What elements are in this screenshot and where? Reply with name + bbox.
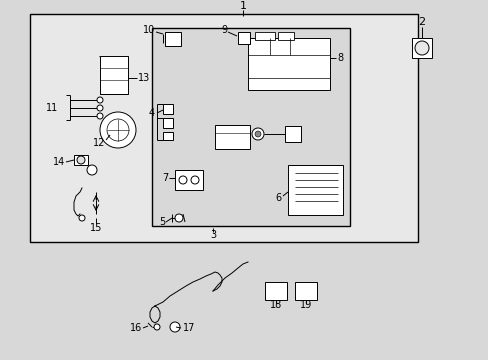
Bar: [238, 32, 249, 44]
Circle shape: [191, 176, 199, 184]
Circle shape: [87, 165, 97, 175]
Text: 9: 9: [221, 25, 226, 35]
Circle shape: [97, 113, 103, 119]
Bar: [100, 56, 128, 94]
Text: 12: 12: [92, 138, 105, 148]
Bar: [152, 28, 349, 226]
Text: 10: 10: [142, 25, 155, 35]
Text: 1: 1: [239, 1, 246, 11]
Text: 3: 3: [209, 230, 216, 240]
Bar: [175, 170, 203, 190]
Bar: [74, 155, 88, 165]
Bar: [30, 14, 417, 242]
Bar: [278, 32, 293, 40]
Text: 4: 4: [148, 108, 155, 118]
Circle shape: [414, 41, 428, 55]
Bar: [164, 32, 181, 46]
Bar: [294, 282, 316, 300]
Circle shape: [175, 214, 183, 222]
Bar: [264, 282, 286, 300]
Text: 14: 14: [53, 157, 65, 167]
Circle shape: [97, 105, 103, 111]
Bar: [411, 38, 431, 58]
Circle shape: [107, 119, 129, 141]
Text: 16: 16: [129, 323, 142, 333]
Bar: [215, 125, 249, 149]
Circle shape: [79, 215, 85, 221]
Circle shape: [170, 322, 180, 332]
Bar: [163, 104, 173, 114]
Text: 8: 8: [336, 53, 343, 63]
Bar: [254, 32, 274, 40]
Circle shape: [77, 156, 85, 164]
Bar: [163, 118, 173, 128]
Text: 2: 2: [418, 17, 425, 27]
Bar: [287, 165, 342, 215]
Text: 15: 15: [90, 223, 102, 233]
Text: 5: 5: [159, 217, 164, 227]
Text: 17: 17: [183, 323, 195, 333]
Circle shape: [100, 112, 136, 148]
Circle shape: [179, 176, 186, 184]
Bar: [247, 38, 329, 90]
Text: 19: 19: [299, 300, 311, 310]
Bar: [163, 132, 173, 140]
Text: 6: 6: [275, 193, 282, 203]
Circle shape: [154, 324, 160, 330]
Bar: [285, 126, 301, 142]
Circle shape: [97, 97, 103, 103]
Text: 11: 11: [46, 103, 58, 113]
Text: 7: 7: [162, 173, 168, 183]
Text: 13: 13: [138, 73, 150, 83]
Text: 18: 18: [269, 300, 282, 310]
Circle shape: [254, 131, 261, 137]
Circle shape: [251, 128, 264, 140]
